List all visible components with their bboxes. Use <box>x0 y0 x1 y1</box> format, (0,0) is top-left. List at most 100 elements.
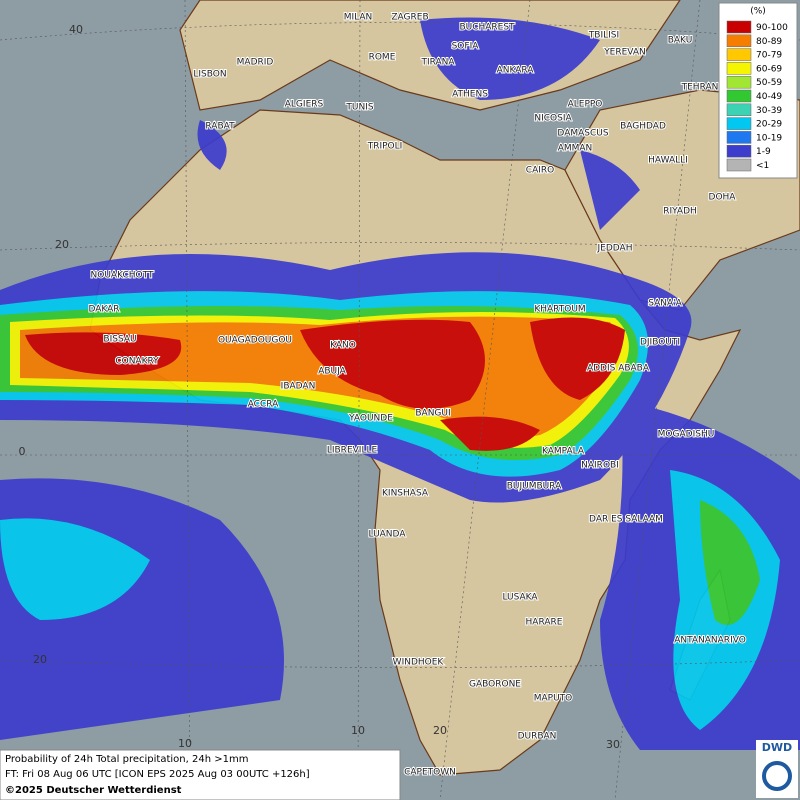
city-label: LIBREVILLE <box>327 446 378 456</box>
logo-text: DWD <box>762 741 792 754</box>
graticule-line <box>0 22 800 668</box>
city-label: MAPUTO <box>534 694 573 704</box>
legend-title: (%) <box>750 7 766 17</box>
city-label: ACCRA <box>248 400 279 410</box>
city-label: TRIPOLI <box>367 142 403 152</box>
latitude-label: 40 <box>69 23 83 36</box>
logo-icon <box>762 761 792 791</box>
city-label: MADRID <box>237 58 274 68</box>
city-label: DAKAR <box>88 305 119 315</box>
city-label: SOFIA <box>452 42 480 52</box>
legend-label: 60-69 <box>756 64 782 74</box>
longitude-label: 30 <box>606 738 620 751</box>
legend-label: 90-100 <box>756 23 788 33</box>
city-label: TIRANA <box>420 58 455 68</box>
legend-swatch <box>726 75 752 89</box>
city-label: LUANDA <box>369 530 407 540</box>
city-label: TUNIS <box>345 103 373 113</box>
legend-swatch <box>726 103 752 117</box>
footer-line: ©2025 Deutscher Wetterdienst <box>5 785 182 796</box>
legend-label: 20-29 <box>756 120 782 130</box>
precipitation <box>0 17 800 750</box>
longitude-label: 10 <box>178 737 192 750</box>
city-label: ANTANANARIVO <box>674 636 746 646</box>
city-label: DAMASCUS <box>557 129 608 139</box>
latitude-label: 0 <box>19 445 26 458</box>
legend-label: 40-49 <box>756 92 782 102</box>
city-label: ZAGREB <box>391 13 428 23</box>
city-label: BANGUI <box>415 409 450 419</box>
legend-swatch <box>726 48 752 61</box>
city-label: HAWALLI <box>648 156 688 166</box>
city-label: ADDIS ABABA <box>587 364 650 374</box>
city-label: OUAGADOUGOU <box>218 336 292 346</box>
legend-label: 70-79 <box>756 51 782 61</box>
city-label: CONAKRY <box>115 357 159 367</box>
legend-swatch <box>726 34 752 48</box>
legend-swatch <box>726 144 752 158</box>
city-label: BAGHDAD <box>620 122 666 132</box>
city-label: ROME <box>369 53 396 63</box>
city-label: BAKU <box>668 36 693 46</box>
legend-swatch <box>726 117 752 130</box>
legend-swatch <box>726 131 752 144</box>
city-label: HARARE <box>526 618 563 628</box>
precip-area <box>0 400 800 750</box>
legend-label: 10-19 <box>756 133 782 143</box>
city-label: KHARTOUM <box>534 305 585 315</box>
city-label: TEHRAN <box>681 83 719 93</box>
city-label: AMMAN <box>558 144 593 154</box>
precip-area <box>25 317 625 451</box>
city-label: SANA'A <box>648 299 682 309</box>
legend-swatch <box>726 89 752 103</box>
graticule-line <box>184 0 701 800</box>
city-label: BISSAU <box>103 335 136 345</box>
city-label: NOUAKCHOTT <box>91 271 154 281</box>
latitude-label: 20 <box>33 653 47 666</box>
city-label: YAOUNDE <box>348 414 393 424</box>
precip-area <box>700 500 760 625</box>
city-label: CAIRO <box>526 166 554 176</box>
legend-swatch <box>726 158 752 172</box>
city-label: ALEPPO <box>568 100 603 110</box>
precip-area <box>0 470 780 730</box>
city-label: TBILISI <box>588 31 619 41</box>
city-label: NAIROBI <box>581 461 619 471</box>
city-label: ABUJA <box>318 367 346 377</box>
city-label: DOHA <box>709 193 737 203</box>
city-label: WINDHOEK <box>393 658 445 668</box>
city-label: JEDDAH <box>597 244 633 254</box>
logo: DWD <box>756 740 798 798</box>
legend-label: 30-39 <box>756 106 782 116</box>
legend: (%) 90-100 80-89 70-79 60-69 50-59 40-49 30-39… <box>718 2 798 179</box>
city-label: MOGADISHU <box>658 430 715 440</box>
city-label: CAPETOWN <box>404 768 456 778</box>
city-label: BUCHAREST <box>459 23 515 33</box>
city-label: GABORONE <box>469 680 521 690</box>
city-label: ALGIERS <box>285 100 324 110</box>
city-label: MILAN <box>344 13 373 23</box>
city-label: YEREVAN <box>603 48 646 58</box>
legend-label: 50-59 <box>756 78 782 88</box>
city-label: DURBAN <box>518 732 557 742</box>
legend-label: <1 <box>756 161 769 171</box>
city-label: KANO <box>330 341 356 351</box>
city-label: KINSHASA <box>382 489 429 499</box>
precip-area <box>197 17 640 230</box>
city-label: ATHENS <box>452 90 488 100</box>
city-label: RABAT <box>205 122 235 132</box>
footer-line: Probability of 24h Total precipitation, … <box>5 754 248 765</box>
latitude-label: 20 <box>55 238 69 251</box>
city-label: BUJUMBURA <box>507 482 562 492</box>
city-label: LISBON <box>193 70 226 80</box>
city-label: KAMPALA <box>542 447 585 457</box>
city-label: DAR ES SALAAM <box>589 515 663 525</box>
footer-line: FT: Fri 08 Aug 06 UTC [ICON EPS 2025 Aug… <box>5 769 310 780</box>
legend-label: 80-89 <box>756 37 782 47</box>
legend-label: 1-9 <box>756 147 771 157</box>
city-label: RIYADH <box>663 207 697 217</box>
city-label: ANKARA <box>497 66 535 76</box>
footer-box <box>0 749 401 800</box>
